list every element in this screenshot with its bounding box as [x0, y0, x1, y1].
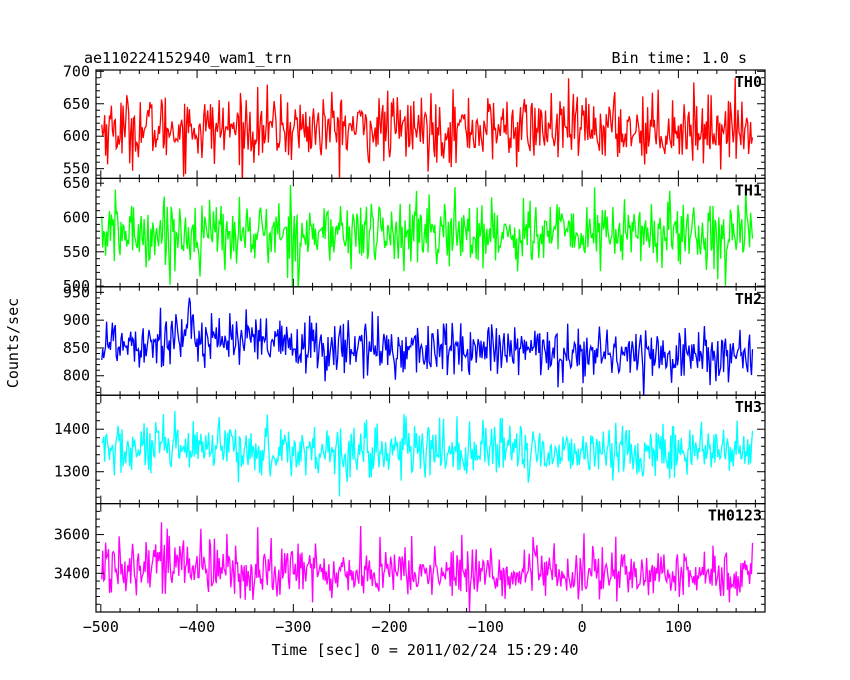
series-th2: [101, 297, 754, 396]
y-tick-label: 650: [63, 174, 90, 192]
panel-label-th1: TH1: [735, 181, 762, 199]
panel-label-th3: TH3: [735, 398, 762, 416]
y-tick-label: 950: [63, 283, 90, 301]
series-th0: [101, 77, 754, 179]
x-tick-label: −200: [372, 618, 408, 636]
panel-label-th2: TH2: [735, 290, 762, 308]
y-tick-label: 550: [63, 160, 90, 178]
series-th0123: [101, 522, 754, 613]
y-tick-label: 900: [63, 311, 90, 329]
y-tick-label: 700: [63, 62, 90, 80]
series-th1: [101, 184, 754, 287]
y-tick-label: 850: [63, 339, 90, 357]
y-tick-label: 500: [63, 277, 90, 295]
y-tick-label: 600: [63, 209, 90, 227]
y-tick-label: 3600: [54, 526, 90, 544]
x-tick-label: −500: [83, 618, 119, 636]
y-tick-label: 3400: [54, 564, 90, 582]
panel-label-th0123: TH0123: [708, 507, 762, 525]
y-tick-label: 650: [63, 95, 90, 113]
x-tick-label: −300: [275, 618, 311, 636]
y-tick-label: 800: [63, 367, 90, 385]
x-tick-label: 0: [578, 618, 587, 636]
x-tick-label: 100: [665, 618, 692, 636]
y-tick-label: 1300: [54, 463, 90, 481]
x-tick-label: −400: [179, 618, 215, 636]
series-th3: [101, 410, 754, 497]
panels-group: 550 600 650 700 TH0 500 550 600 650 TH1 800 850 900 9…: [54, 62, 766, 613]
y-axis-label: Counts/sec: [4, 298, 22, 388]
y-tick-label: 600: [63, 127, 90, 145]
x-axis: −500 −400 −300 −200 −100 0 100: [83, 618, 692, 636]
x-axis-label: Time [sec] 0 = 2011/02/24 15:29:40: [271, 641, 578, 659]
panel-label-th0: TH0: [735, 73, 762, 91]
x-tick-label: −100: [468, 618, 504, 636]
chart-title: ae110224152940_wam1_trn: [84, 49, 292, 67]
bin-time-label: Bin time: 1.0 s: [612, 49, 747, 67]
y-tick-label: 550: [63, 243, 90, 261]
y-tick-label: 1400: [54, 420, 90, 438]
